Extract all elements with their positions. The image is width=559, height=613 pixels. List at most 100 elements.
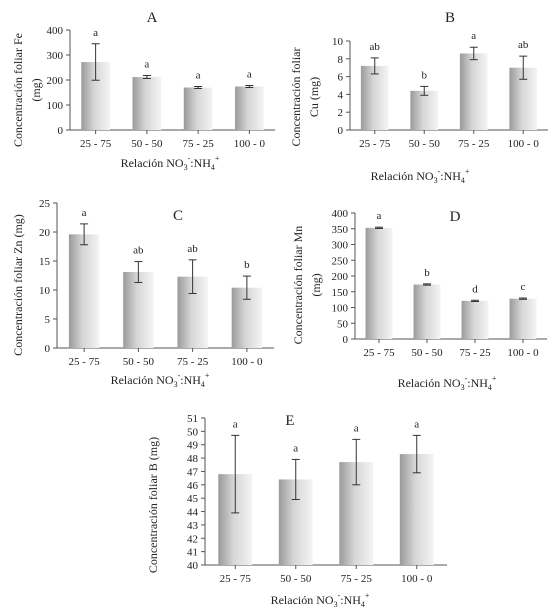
y-tick-label: 0 <box>338 125 344 137</box>
y-tick-label: 25 <box>39 198 51 210</box>
y-tick-label: 4 <box>338 89 344 101</box>
x-label-text: Relación NO <box>121 156 184 170</box>
significance-letter: a <box>471 30 476 42</box>
x-label-superscript: - <box>465 374 468 383</box>
significance-letter: b <box>422 69 428 81</box>
y-tick-label: 48 <box>187 453 199 465</box>
x-axis-label: Relación NO3-:NH4+ <box>121 154 220 172</box>
x-label-superscript: + <box>215 154 220 163</box>
y-tick-label: 2 <box>338 107 344 119</box>
y-tick-label: 10 <box>39 285 51 297</box>
significance-letter: b <box>424 267 430 279</box>
x-label-subscript: 3 <box>434 176 438 185</box>
y-axis-label: Concentración foliar Fe <box>11 33 25 147</box>
significance-letter: a <box>82 207 87 219</box>
bar <box>123 272 154 348</box>
y-tick-label: 200 <box>47 75 64 87</box>
x-label-superscript: + <box>465 167 470 176</box>
bar <box>68 234 100 348</box>
y-axis-label: (mg) <box>29 78 43 101</box>
significance-letter: a <box>247 69 252 81</box>
chart-panel-d: D 0 50 100 150 200 250 300 350 400 a 25 - 75 b 50 - 5… <box>291 208 547 392</box>
significance-letter: a <box>354 422 359 434</box>
significance-letter: b <box>244 259 250 271</box>
x-label-superscript: + <box>492 374 497 383</box>
y-tick-label: 43 <box>187 520 199 532</box>
y-tick-label: 100 <box>332 303 349 315</box>
significance-letter: d <box>472 283 478 295</box>
x-label-superscript: - <box>438 167 441 176</box>
x-tick-label: 100 - 0 <box>508 138 540 150</box>
panel-title: C <box>173 208 183 224</box>
x-label-text: Relación NO <box>271 593 334 607</box>
x-label-text: Relación NO <box>371 169 434 183</box>
y-tick-label: 45 <box>187 493 199 505</box>
x-tick-label: 75 - 25 <box>183 138 215 150</box>
x-label-superscript: - <box>188 154 191 163</box>
x-tick-label: 50 - 50 <box>280 573 312 585</box>
significance-letter: a <box>377 210 382 222</box>
y-tick-label: 0 <box>45 343 51 355</box>
x-tick-label: 100 - 0 <box>507 347 539 359</box>
x-tick-label: 75 - 25 <box>459 347 491 359</box>
x-tick-label: 50 - 50 <box>411 347 443 359</box>
y-tick-label: 6 <box>338 72 344 84</box>
y-tick-label: 100 <box>47 100 64 112</box>
significance-letter: ab <box>187 243 198 255</box>
x-tick-label: 25 - 75 <box>220 573 252 585</box>
bar <box>235 86 264 130</box>
y-axis-label: Concentración foliar B (mg) <box>146 437 160 573</box>
x-tick-label: 50 - 50 <box>409 138 441 150</box>
y-axis-label: Concentración foliar Mn <box>291 226 305 345</box>
y-tick-label: 15 <box>39 256 51 268</box>
bar <box>413 284 441 339</box>
significance-letter: ab <box>133 245 144 257</box>
y-tick-label: 300 <box>47 50 64 62</box>
bar <box>509 298 537 339</box>
panel-title: E <box>285 413 294 429</box>
y-tick-label: 8 <box>338 54 344 66</box>
y-axis-label: (mg) <box>309 273 323 296</box>
significance-letter: c <box>521 281 526 293</box>
bar <box>132 77 162 130</box>
x-axis-label: Relación NO3-:NH4+ <box>271 591 370 609</box>
chart-panel-c: C 0 5 10 15 20 25 a 25 - 75 ab 50 - 50 ab 75 - 25 b 10… <box>11 198 274 389</box>
y-tick-label: 400 <box>47 25 64 37</box>
bar <box>365 227 393 339</box>
x-label-subscript: 4 <box>461 176 465 185</box>
x-label-text: :NH <box>180 373 201 387</box>
x-label-subscript: 4 <box>361 600 365 609</box>
x-tick-label: 25 - 75 <box>359 138 391 150</box>
bar <box>183 87 213 130</box>
y-tick-label: 5 <box>45 314 51 326</box>
x-label-text: :NH <box>440 169 461 183</box>
x-label-text: :NH <box>190 156 211 170</box>
significance-letter: a <box>414 418 419 430</box>
significance-letter: ab <box>518 39 529 51</box>
panel-title: B <box>445 10 455 26</box>
x-label-subscript: 3 <box>184 163 188 172</box>
bar <box>459 53 488 130</box>
bar <box>360 65 389 130</box>
y-tick-label: 51 <box>187 413 198 425</box>
x-tick-label: 50 - 50 <box>131 138 163 150</box>
panel-title: D <box>450 209 461 225</box>
x-tick-label: 100 - 0 <box>231 356 263 368</box>
y-axis-label: Concentración foliar <box>289 48 303 147</box>
x-label-subscript: 3 <box>461 383 465 392</box>
chart-panel-b: B 0 2 4 6 8 10 ab 25 - 75 b 50 - 50 a 75 - 25 ab 100 -… <box>289 10 548 185</box>
x-tick-label: 75 - 25 <box>458 138 490 150</box>
x-label-text: :NH <box>340 593 361 607</box>
y-tick-label: 50 <box>187 426 199 438</box>
x-tick-label: 75 - 25 <box>177 356 209 368</box>
y-tick-label: 41 <box>187 547 198 559</box>
x-tick-label: 50 - 50 <box>123 356 155 368</box>
x-tick-label: 25 - 75 <box>80 138 112 150</box>
x-axis-label: Relación NO3-:NH4+ <box>111 371 210 389</box>
x-tick-label: 75 - 25 <box>341 573 373 585</box>
y-tick-label: 0 <box>58 125 64 137</box>
y-axis-label: Concentración foliar Zn (mg) <box>11 214 25 356</box>
significance-letter: a <box>93 27 98 39</box>
